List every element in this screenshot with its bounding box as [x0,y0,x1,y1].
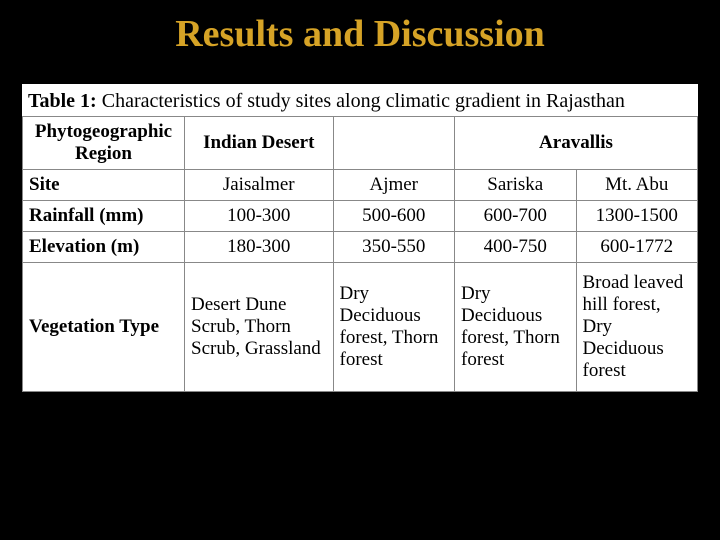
cell: 1300-1500 [576,201,698,232]
row-label: Site [23,170,185,201]
table-header-row: Phytogeographic Region Indian Desert Ara… [23,117,698,170]
header-col3-5: Aravallis [455,117,698,170]
cell: 600-700 [455,201,577,232]
cell: Desert Dune Scrub, Thorn Scrub, Grasslan… [185,263,334,392]
cell: 180-300 [185,232,334,263]
table-row: Rainfall (mm) 100-300 500-600 600-700 13… [23,201,698,232]
cell: 400-750 [455,232,577,263]
table-row: Vegetation Type Desert Dune Scrub, Thorn… [23,263,698,392]
cell: Sariska [455,170,577,201]
cell: 350-550 [333,232,455,263]
table-caption: Table 1: Characteristics of study sites … [22,84,698,116]
cell: 600-1772 [576,232,698,263]
slide-title: Results and Discussion [0,0,720,66]
cell: Dry Deciduous forest, Thorn forest [455,263,577,392]
study-sites-table: Phytogeographic Region Indian Desert Ara… [22,116,698,392]
table-row: Site Jaisalmer Ajmer Sariska Mt. Abu [23,170,698,201]
cell: Dry Deciduous forest, Thorn forest [333,263,455,392]
header-col2: Indian Desert [185,117,334,170]
table-container: Phytogeographic Region Indian Desert Ara… [22,116,698,392]
cell: Mt. Abu [576,170,698,201]
caption-label: Table 1: [28,90,97,112]
cell: Jaisalmer [185,170,334,201]
cell: 500-600 [333,201,455,232]
slide: Results and Discussion Table 1: Characte… [0,0,720,540]
cell: Ajmer [333,170,455,201]
cell: Broad leaved hill forest, Dry Deciduous … [576,263,698,392]
cell: 100-300 [185,201,334,232]
table-row: Elevation (m) 180-300 350-550 400-750 60… [23,232,698,263]
row-label: Elevation (m) [23,232,185,263]
row-label: Vegetation Type [23,263,185,392]
caption-text: Characteristics of study sites along cli… [97,90,625,112]
header-empty [333,117,455,170]
row-label: Rainfall (mm) [23,201,185,232]
header-col1: Phytogeographic Region [23,117,185,170]
